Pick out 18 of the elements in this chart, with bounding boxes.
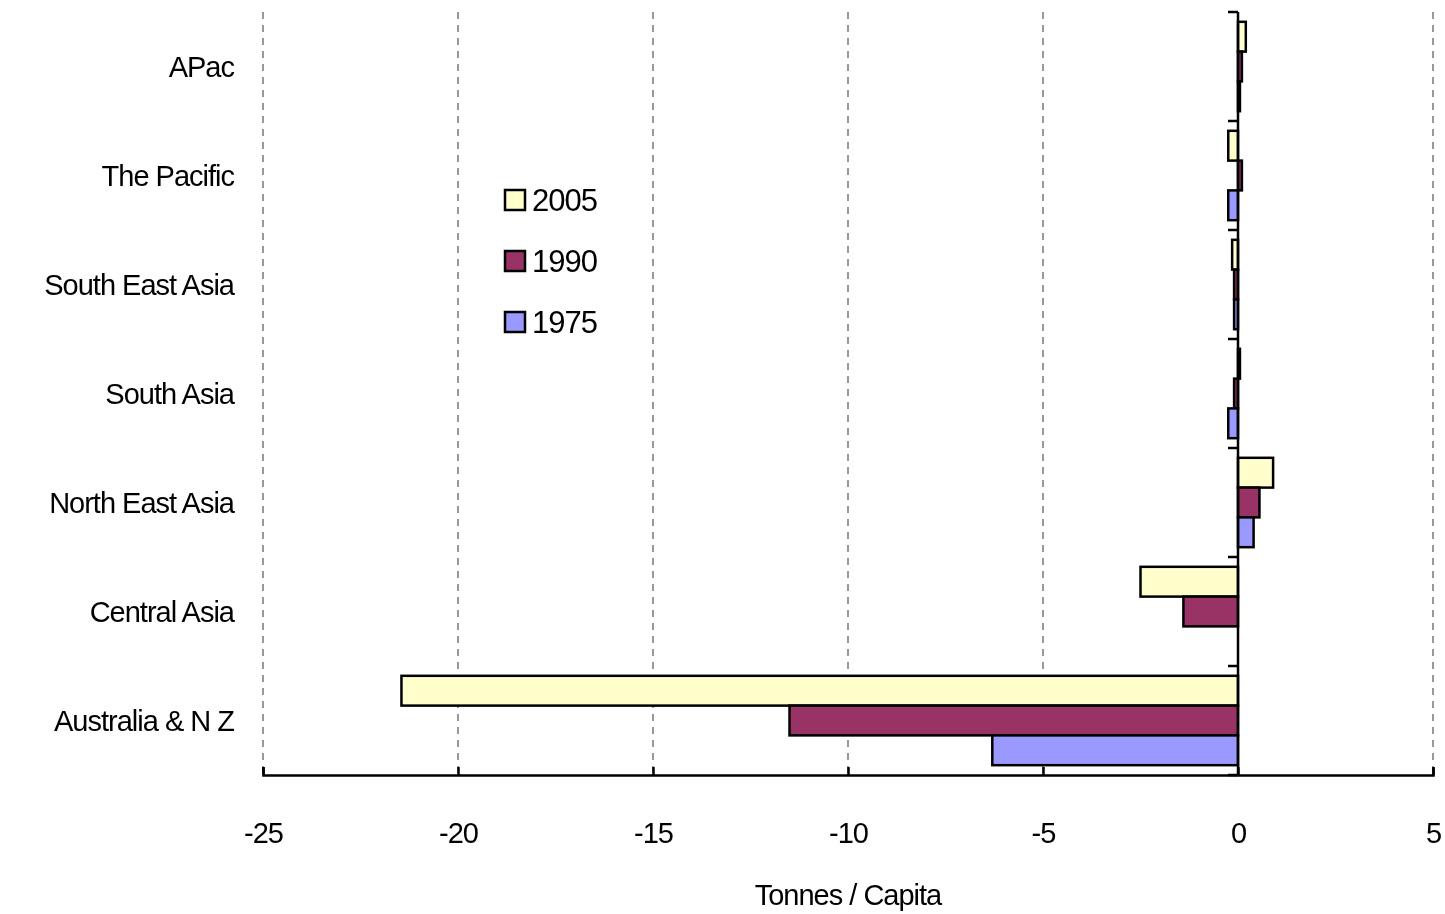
x-tick-label: -5: [1031, 817, 1056, 849]
y-tick-label: Australia & N Z: [54, 704, 235, 737]
x-tick-label: 0: [1230, 817, 1247, 849]
y-tick-label: South East Asia: [44, 268, 236, 301]
legend-label: 1990: [532, 243, 598, 279]
x-tick-label: -25: [244, 817, 283, 849]
legend-label: 2005: [532, 182, 597, 218]
x-tick-label: 5: [1425, 817, 1442, 849]
y-tick-label: North East Asia: [49, 486, 236, 519]
legend-label: 1975: [532, 304, 597, 340]
y-tick-label: Central Asia: [89, 595, 236, 628]
x-tick-label: -15: [634, 817, 673, 849]
y-tick-label: South Asia: [105, 377, 236, 410]
x-axis-title: Tonnes / Capita: [754, 879, 944, 911]
x-tick-label: -10: [829, 817, 868, 849]
x-tick-label: -20: [439, 817, 478, 849]
y-tick-label: APac: [168, 50, 235, 83]
y-tick-label: The Pacific: [101, 159, 235, 192]
